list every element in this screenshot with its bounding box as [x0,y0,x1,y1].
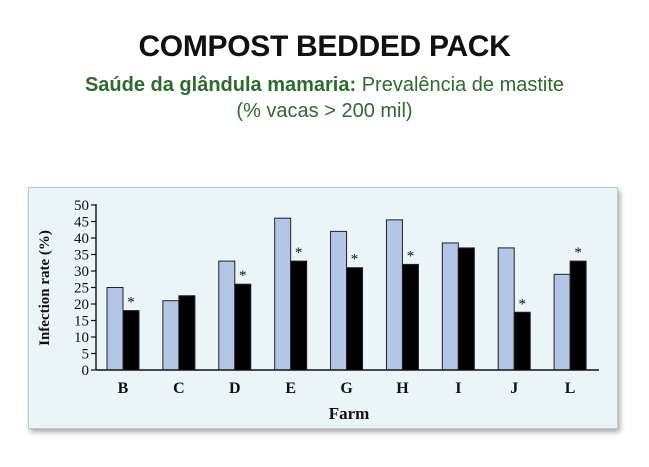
bar-B-light [106,287,124,371]
significance-marker: * [407,248,415,264]
x-tick-label: H [396,380,409,397]
x-tick-label: E [285,380,296,397]
bar-H-light [385,219,403,371]
bars: * * * * * * * [106,217,587,371]
x-tick-label: G [340,380,353,397]
bar-L-light [553,273,571,371]
x-tick-label: C [173,380,185,397]
y-tick-label: 35 [74,248,89,264]
y-tick-label: 25 [74,281,89,297]
bar-D-light [218,260,236,371]
page-title: COMPOST BEDDED PACK [138,30,511,63]
x-tick-label: L [565,380,576,397]
bar-J-dark [513,311,531,371]
significance-marker: * [295,245,303,261]
bar-B-dark [122,310,140,371]
y-tick-label: 5 [82,347,90,363]
bar-D-dark [234,283,252,371]
significance-marker: * [127,295,135,311]
bar-H-dark [401,263,419,371]
y-tick-label: 0 [82,363,90,379]
x-tick-label: B [118,380,129,397]
bar-G-light [330,230,348,371]
y-axis-label: Infection rate (%) [37,230,53,346]
y-tick-label: 20 [74,297,89,313]
y-tick-label: 15 [74,314,89,330]
subtitle-text: Prevalência de mastite [356,74,565,96]
y-tick-label: 50 [74,198,89,214]
bar-G-dark [346,267,364,371]
x-tick-label: D [229,380,241,397]
bar-E-light [274,217,292,371]
bar-C-light [162,300,180,371]
significance-marker: * [351,252,359,268]
chart-panel: 0 5 10 15 20 25 30 35 40 45 50 * * * * * * * B C D E G H I J L I… [28,187,618,429]
bar-J-light [497,247,515,371]
bar-E-dark [290,260,308,371]
y-tick-label: 45 [74,215,89,231]
significance-marker: * [239,268,247,284]
subtitle-line-2: (% vacas > 200 mil) [236,100,413,122]
bar-I-light [441,242,459,371]
subtitle-emphasis: Saúde da glândula mamaria: [84,74,357,96]
bar-C-dark [178,295,196,371]
y-tick-label: 40 [74,231,89,247]
bar-L-dark [569,260,587,371]
bar-I-dark [457,247,475,371]
page-subtitle: Saúde da glândula mamaria: Prevalência d… [0,72,649,124]
x-tick-label: J [510,380,518,397]
significance-marker: * [518,296,526,312]
significance-marker: * [574,245,582,261]
x-tick-label: I [455,380,461,397]
y-tick-label: 30 [74,264,89,280]
y-tick-label: 10 [74,330,89,346]
x-axis-label: Farm [329,404,370,423]
